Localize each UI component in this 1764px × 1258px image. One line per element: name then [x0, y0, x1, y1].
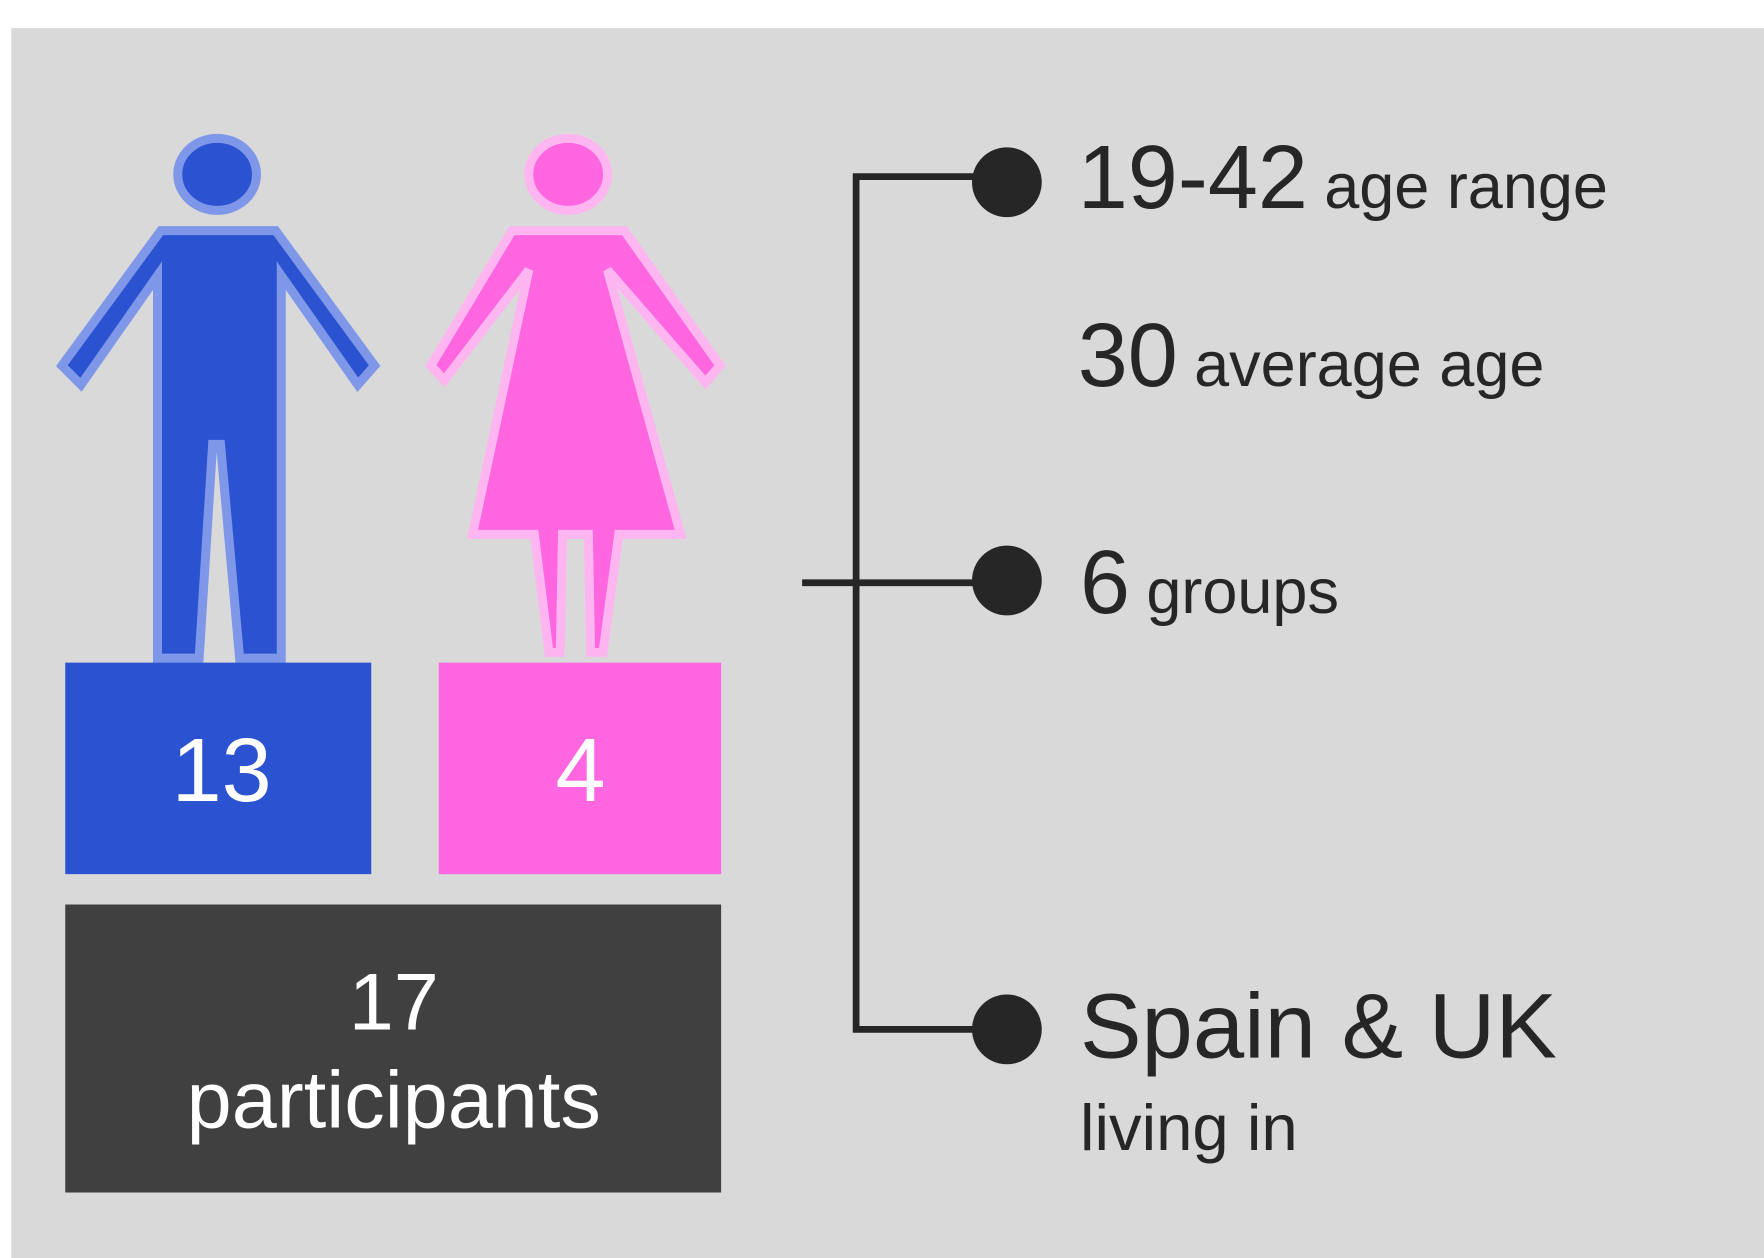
female-figure — [425, 133, 726, 657]
stat-label: groups — [1146, 557, 1339, 627]
male-figure — [55, 133, 381, 663]
female-body — [425, 226, 726, 657]
male-body — [55, 226, 381, 663]
stat-label: age range — [1324, 152, 1608, 222]
stat-value: 19-42 — [1078, 128, 1308, 228]
bullet — [972, 994, 1042, 1065]
total-count: 17 — [349, 957, 439, 1047]
stat-value: Spain & UK — [1080, 974, 1557, 1078]
stat: 30 average age — [1078, 306, 1545, 406]
female-head — [524, 133, 612, 215]
bullet — [972, 147, 1042, 218]
stat-label: living in — [1080, 1091, 1298, 1164]
stat: 6 groups — [1080, 533, 1339, 633]
stat-label: average age — [1194, 330, 1544, 400]
total-label: participants — [187, 1055, 601, 1145]
male-count: 13 — [172, 721, 272, 821]
stat: 19-42 age range — [1078, 128, 1608, 228]
male-box — [65, 662, 372, 875]
total-box — [65, 904, 722, 1193]
stat-value: 6 — [1080, 533, 1130, 633]
bullet — [972, 545, 1042, 616]
stat-value: 30 — [1078, 306, 1178, 406]
female-box — [438, 662, 722, 875]
content: 13 4 17 participants 19-42 age range 30 … — [11, 28, 1764, 1258]
bracket-line — [852, 173, 1007, 1033]
female-count: 4 — [555, 721, 605, 821]
male-head — [173, 133, 261, 215]
